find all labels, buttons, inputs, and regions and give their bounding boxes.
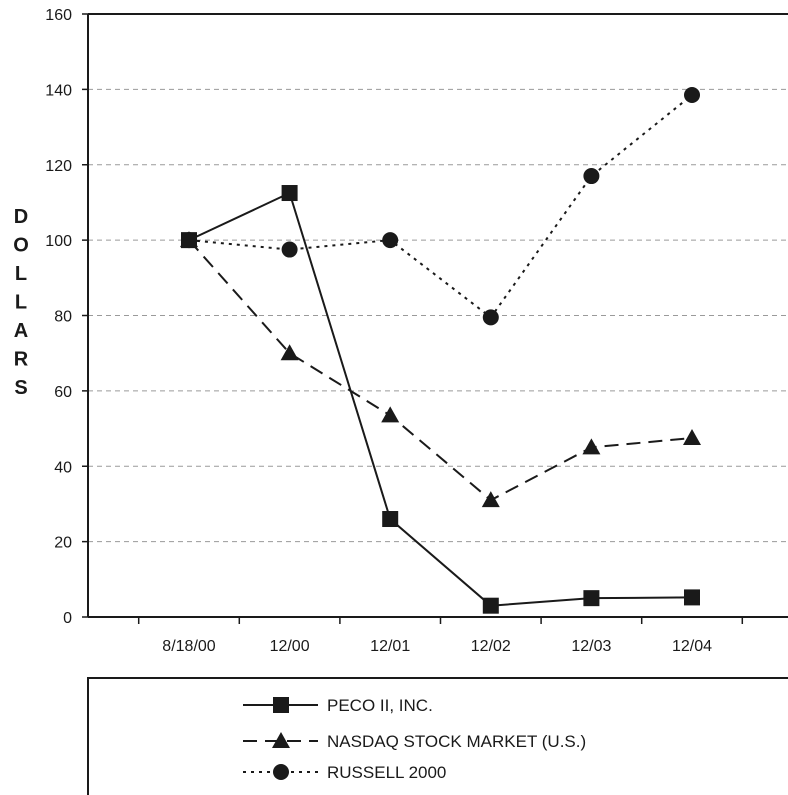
legend-label: NASDAQ STOCK MARKET (U.S.)	[327, 732, 586, 751]
series-circle	[181, 87, 700, 326]
y-tick-label: 120	[45, 158, 72, 175]
y-axis-label-letter: L	[15, 292, 27, 314]
series-layer	[180, 87, 701, 614]
y-tick-label: 100	[45, 233, 72, 250]
legend-item: PECO II, INC.	[243, 696, 433, 715]
series-line	[188, 191, 693, 607]
legend-marker	[273, 697, 289, 713]
legend-box	[87, 677, 788, 795]
data-point-triangle	[582, 438, 601, 455]
x-tick-label: 12/00	[270, 638, 310, 655]
gridlines	[88, 88, 788, 543]
data-point-triangle	[280, 344, 299, 361]
y-axis-label-letter: D	[14, 206, 28, 228]
y-tick-label: 20	[54, 535, 72, 552]
legend-label: RUSSELL 2000	[327, 763, 446, 782]
legend-marker	[273, 764, 289, 780]
x-tick-label: 12/02	[471, 638, 511, 655]
y-axis-ticks: 0 20 40 60 80 100 120 140 160	[45, 7, 88, 627]
series-line	[188, 94, 693, 319]
data-point-circle	[382, 232, 399, 249]
data-point-square	[583, 590, 600, 607]
legend-label: PECO II, INC.	[327, 696, 433, 715]
y-axis-label-letter: O	[13, 235, 29, 257]
data-point-triangle	[481, 491, 500, 508]
y-axis-label-letter: S	[14, 377, 27, 399]
data-point-square	[382, 511, 399, 528]
data-point-circle	[482, 309, 499, 326]
x-axis-ticks: 8/18/00 12/00 12/01 12/02 12/03 12/04	[137, 617, 744, 655]
y-tick-label: 0	[63, 610, 72, 627]
x-tick-label: 12/04	[672, 638, 712, 655]
y-axis-label-letter: R	[14, 349, 29, 371]
data-point-square	[684, 589, 700, 606]
x-tick-label: 12/01	[370, 638, 410, 655]
data-point-square	[281, 185, 298, 202]
y-tick-label: 160	[45, 7, 72, 24]
data-point-triangle	[683, 428, 701, 445]
legend: PECO II, INC. NASDAQ STOCK MARKET (U.S.) R…	[243, 696, 586, 782]
legend-marker	[272, 732, 290, 748]
legend-item: RUSSELL 2000	[243, 763, 446, 782]
x-tick-label: 12/03	[571, 638, 611, 655]
y-axis-label-letter: A	[14, 320, 28, 342]
data-point-circle	[281, 241, 298, 258]
data-point-square	[482, 597, 499, 614]
data-point-circle	[684, 87, 700, 104]
y-axis-label-letter: L	[15, 263, 27, 285]
y-tick-label: 60	[54, 384, 72, 401]
legend-item: NASDAQ STOCK MARKET (U.S.)	[243, 732, 586, 751]
data-point-triangle	[381, 406, 400, 423]
data-point-circle	[583, 168, 600, 185]
series-line	[188, 239, 693, 502]
data-point-circle	[181, 232, 197, 249]
series-square	[181, 185, 700, 614]
x-tick-label: 8/18/00	[162, 638, 215, 655]
y-tick-label: 40	[54, 459, 72, 476]
y-tick-label: 80	[54, 309, 72, 326]
y-tick-label: 140	[45, 82, 72, 99]
